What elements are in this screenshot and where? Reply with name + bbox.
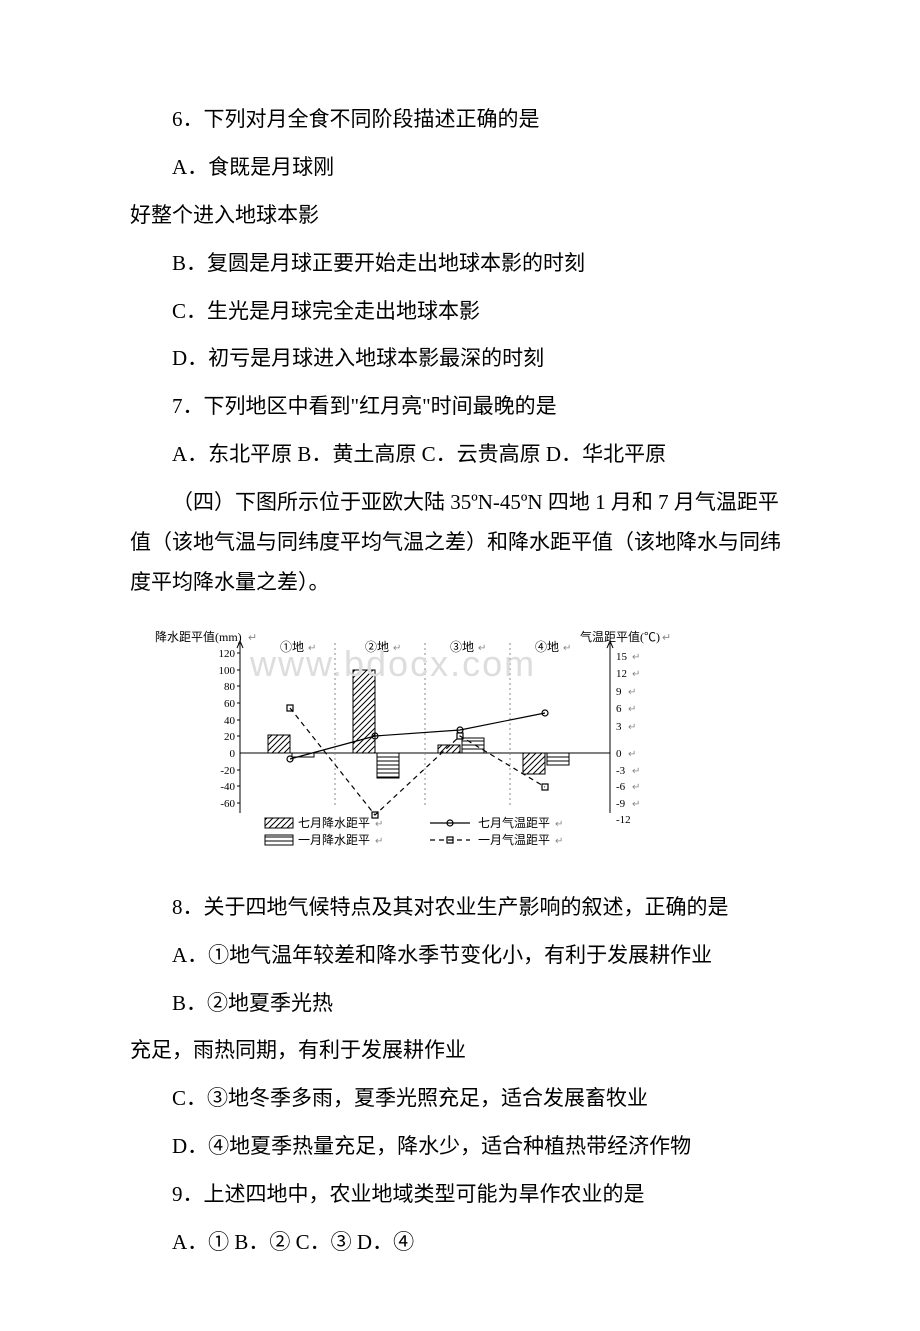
svg-text:-3: -3 <box>616 765 626 777</box>
y-left-label: 降水距平值(mm) <box>155 629 242 644</box>
svg-text:↵: ↵ <box>478 643 486 654</box>
svg-text:↵: ↵ <box>628 687 636 698</box>
q6-optD: D．初亏是月球进入地球本影最深的时刻 <box>130 339 790 379</box>
svg-text:↵: ↵ <box>628 722 636 733</box>
right-ticks: 15 12 9 6 3 0 -3 -6 -9 -12 <box>616 651 631 826</box>
q8-optB-line2: 充足，雨热同期，有利于发展耕作业 <box>130 1031 790 1071</box>
svg-text:-20: -20 <box>220 765 235 777</box>
q9-options: A．① B．② C．③ D．④ <box>130 1223 790 1263</box>
q8-optC: C．③地冬季多雨，夏季光照充足，适合发展畜牧业 <box>130 1079 790 1119</box>
svg-text:-6: -6 <box>616 781 626 793</box>
svg-text:20: 20 <box>224 731 236 743</box>
q6-optA-line1: A．食既是月球刚 <box>130 148 790 188</box>
svg-text:40: 40 <box>224 715 236 727</box>
svg-text:120: 120 <box>219 648 236 660</box>
q6-stem: 6．下列对月全食不同阶段描述正确的是 <box>130 100 790 140</box>
svg-text:3: 3 <box>616 721 622 733</box>
location-labels: ①地 ↵ ②地 ↵ ③地 ↵ ④地 ↵ <box>280 640 571 654</box>
svg-text:七月气温距平: 七月气温距平 <box>478 815 550 830</box>
svg-text:↵: ↵ <box>632 766 640 777</box>
svg-text:-40: -40 <box>220 781 235 793</box>
svg-text:6: 6 <box>616 703 622 715</box>
svg-text:-9: -9 <box>616 798 626 810</box>
svg-text:-12: -12 <box>616 814 631 826</box>
svg-text:0: 0 <box>230 748 236 760</box>
q6-optC: C．生光是月球完全走出地球本影 <box>130 292 790 332</box>
q6-optA-line2: 好整个进入地球本影 <box>130 196 790 236</box>
svg-text:③地: ③地 <box>450 640 474 654</box>
svg-text:15: 15 <box>616 651 628 663</box>
svg-text:↵: ↵ <box>563 643 571 654</box>
q7-stem: 7．下列地区中看到"红月亮"时间最晚的是 <box>130 387 790 427</box>
y-right-label: 气温距平值(℃) <box>580 629 660 644</box>
left-ticks: 120 100 80 60 40 20 0 -20 -40 -60 <box>219 648 241 810</box>
svg-text:60: 60 <box>224 698 236 710</box>
q8-optD: D．④地夏季热量充足，降水少，适合种植热带经济作物 <box>130 1127 790 1167</box>
svg-text:↵: ↵ <box>628 749 636 760</box>
svg-text:↵: ↵ <box>632 669 640 680</box>
svg-text:一月气温距平: 一月气温距平 <box>478 832 550 847</box>
svg-text:9: 9 <box>616 686 622 698</box>
svg-text:↵: ↵ <box>632 782 640 793</box>
svg-text:①地: ①地 <box>280 640 304 654</box>
q8-optA: A．①地气温年较差和降水季节变化小，有利于发展耕作业 <box>130 936 790 976</box>
svg-text:↵: ↵ <box>662 632 670 644</box>
svg-text:12: 12 <box>616 668 627 680</box>
svg-text:↵: ↵ <box>248 632 257 644</box>
chart-legend: 七月降水距平 ↵ 一月降水距平 ↵ 七月气温距平 ↵ 一月气温距平 ↵ <box>265 815 563 847</box>
q9-stem: 9．上述四地中，农业地域类型可能为旱作农业的是 <box>130 1175 790 1215</box>
q8-optB-line1: B．②地夏季光热 <box>130 984 790 1024</box>
svg-text:↵: ↵ <box>555 836 563 847</box>
q6-optB: B．复圆是月球正要开始走出地球本影的时刻 <box>130 244 790 284</box>
svg-text:一月降水距平: 一月降水距平 <box>298 833 370 847</box>
svg-text:80: 80 <box>224 681 236 693</box>
chart-svg: 降水距平值(mm) ↵ 气温距平值(℃) ↵ 120 100 80 60 40 … <box>150 623 670 863</box>
svg-text:↵: ↵ <box>308 643 316 654</box>
svg-text:↵: ↵ <box>628 704 636 715</box>
svg-text:↵: ↵ <box>393 643 401 654</box>
section4-intro: （四）下图所示位于亚欧大陆 35ºN-45ºN 四地 1 月和 7 月气温距平值… <box>130 483 790 603</box>
svg-text:0: 0 <box>616 748 622 760</box>
svg-text:④地: ④地 <box>535 640 559 654</box>
svg-text:-60: -60 <box>220 798 235 810</box>
svg-text:100: 100 <box>219 665 236 677</box>
svg-text:②地: ②地 <box>365 640 389 654</box>
climate-chart: www.bdocx.com 降水距平值(mm) ↵ 气温距平值(℃) ↵ 120… <box>150 623 790 863</box>
svg-text:↵: ↵ <box>632 652 640 663</box>
svg-text:↵: ↵ <box>555 819 563 830</box>
q8-stem: 8．关于四地气候特点及其对农业生产影响的叙述，正确的是 <box>130 888 790 928</box>
svg-text:↵: ↵ <box>375 836 383 847</box>
svg-text:↵: ↵ <box>632 799 640 810</box>
svg-text:↵: ↵ <box>375 819 383 830</box>
q7-options: A．东北平原 B．黄土高原 C．云贵高原 D．华北平原 <box>130 435 790 475</box>
svg-text:七月降水距平: 七月降水距平 <box>298 816 370 830</box>
